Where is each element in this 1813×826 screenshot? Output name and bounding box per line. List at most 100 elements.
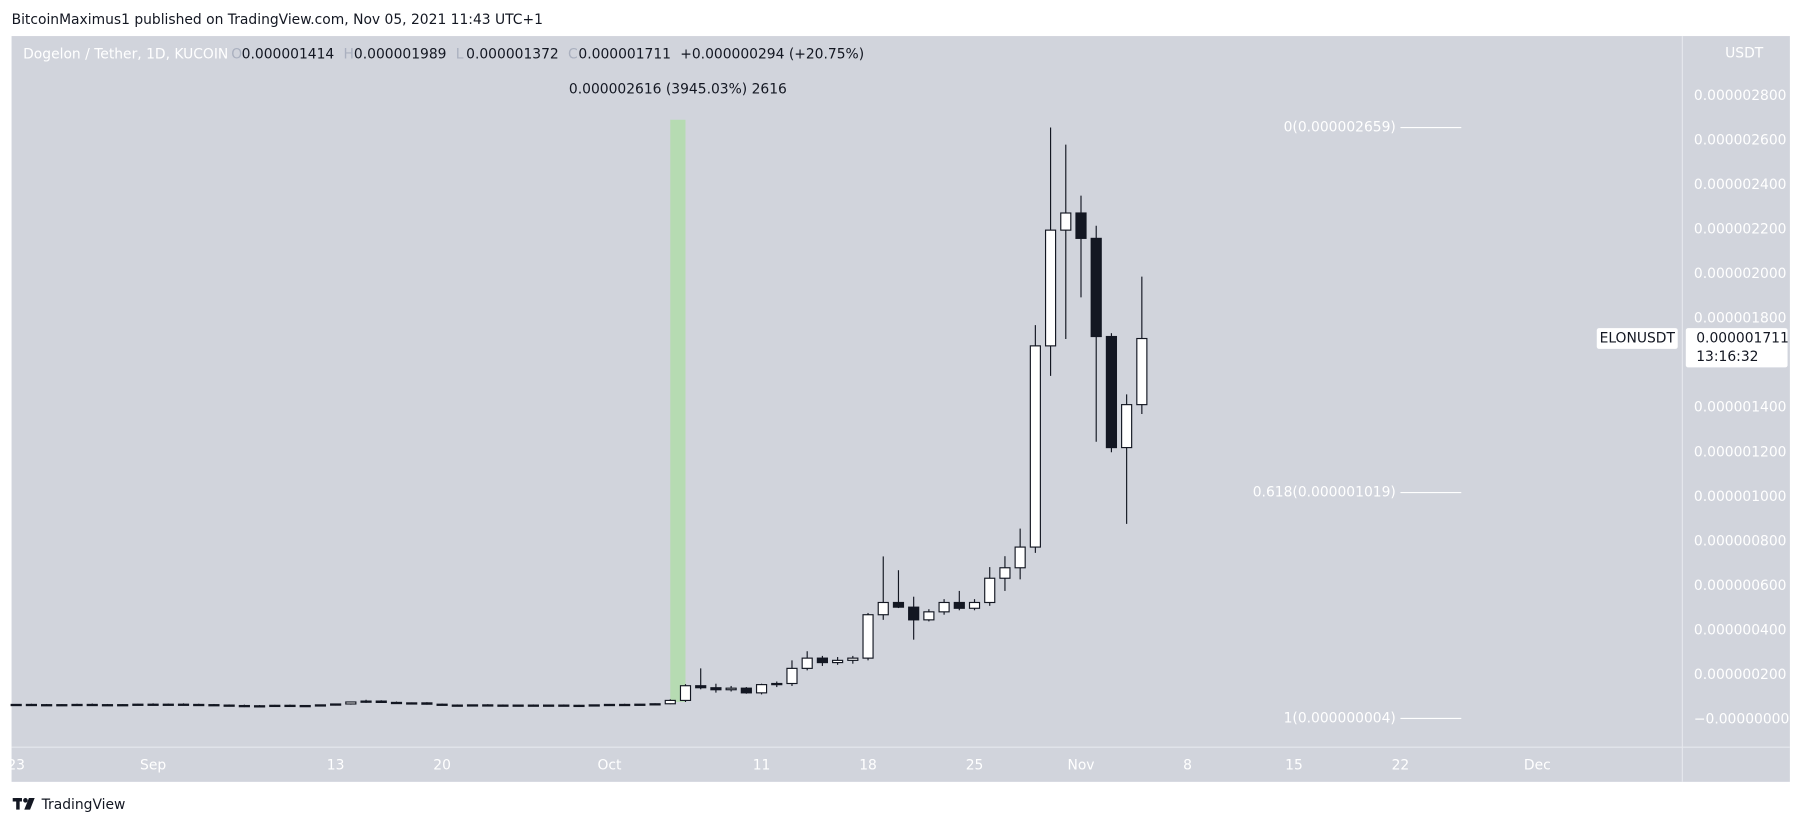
candle-body: [725, 687, 737, 691]
candle-body: [86, 703, 98, 707]
candle-body: [801, 657, 813, 669]
candle-body: [101, 704, 114, 707]
price-box: [1685, 328, 1788, 368]
y-tick-label: 0.000000400: [1694, 622, 1787, 638]
candle-body: [862, 614, 874, 659]
publisher: BitcoinMaximus1 published on TradingView…: [12, 12, 543, 28]
x-tick-label: Dec: [1524, 758, 1551, 774]
candle-body: [238, 704, 250, 708]
candle-body: [1121, 404, 1133, 449]
x-tick-label: 8: [1183, 758, 1192, 774]
candle-body: [117, 704, 129, 707]
x-tick-label: 25: [966, 758, 984, 774]
candle-body: [177, 703, 190, 706]
candle-body: [710, 687, 722, 691]
candle-body: [877, 601, 889, 616]
candle-body: [938, 601, 950, 613]
candle-body: [466, 704, 479, 707]
candle-body: [832, 659, 844, 664]
ohlc-key: H: [344, 47, 354, 63]
candle-body: [10, 703, 22, 707]
measure-range: [670, 119, 686, 702]
x-tick-label: 18: [859, 758, 877, 774]
x-tick-label: 11: [753, 758, 771, 774]
candle-body: [1014, 546, 1026, 569]
candle-body: [41, 704, 53, 707]
y-tick-label: 0.000002400: [1694, 177, 1787, 193]
candle-body: [1029, 345, 1041, 548]
candle-body: [603, 703, 616, 707]
candle-body: [360, 700, 372, 703]
candle-body: [847, 657, 859, 661]
chart-background: [11, 36, 1790, 782]
y-tick-label: 0.000000800: [1694, 533, 1787, 549]
measure-label: 0.000002616 (3945.03%) 2616: [569, 82, 787, 98]
ohlc-value: 0.000001414: [242, 47, 335, 63]
candle-body: [573, 704, 585, 708]
x-tick-label: Sep: [140, 758, 166, 774]
ohlc-key: L: [456, 47, 464, 63]
fib-label: 1(0.000000004): [1284, 710, 1396, 726]
x-tick-label: Nov: [1067, 758, 1094, 774]
candle-body: [695, 685, 707, 689]
candle-body: [497, 704, 509, 707]
ohlc-value: 0.000001711: [578, 47, 671, 63]
candle-body: [588, 704, 600, 707]
ohlc-value: 0.000001989: [354, 47, 447, 63]
candle-body: [56, 704, 68, 707]
candle-body: [269, 704, 281, 708]
x-tick-label: 13: [327, 758, 345, 774]
candle-body: [1090, 237, 1102, 338]
x-tick-label: 23: [7, 758, 25, 774]
y-tick-label: 0.000001200: [1694, 444, 1787, 460]
y-tick-label: 0.000002200: [1694, 222, 1787, 238]
candle-body: [71, 703, 83, 707]
candle-body: [892, 601, 905, 608]
candle-body: [755, 684, 768, 694]
candle-body: [390, 701, 403, 705]
candle-body: [132, 703, 144, 706]
candle-body: [923, 611, 935, 621]
candle-body: [451, 704, 463, 707]
candle-body: [208, 704, 220, 707]
candle-body: [25, 703, 37, 707]
x-tick-label: 20: [433, 758, 451, 774]
candle-body: [634, 703, 646, 706]
candle-body: [345, 701, 357, 705]
fib-label: 0(0.000002659): [1284, 120, 1396, 136]
x-tick-label: Oct: [597, 758, 622, 774]
candle-body: [558, 704, 570, 707]
symbol-label: ELONUSDT: [1600, 331, 1676, 347]
brand-logo: [12, 798, 35, 810]
candle-body: [375, 700, 387, 703]
y-tick-label: 0.000001000: [1694, 489, 1787, 505]
y-tick-label: 0.000001400: [1694, 400, 1787, 416]
candle-body: [330, 703, 342, 706]
ohlc-value: 0.000001372: [466, 47, 559, 63]
candle-body: [406, 702, 418, 705]
change: +0.000000294 (+20.75%): [680, 47, 864, 63]
candle-body: [984, 577, 996, 604]
symbol-title: Dogelon / Tether, 1D, KUCOIN: [23, 47, 228, 63]
y-tick-label: 0.000002000: [1694, 266, 1787, 282]
countdown: 13:16:32: [1696, 349, 1758, 365]
candle-body: [512, 704, 524, 707]
candle-body: [679, 685, 692, 701]
ohlc-key: C: [568, 47, 578, 63]
candle-body: [436, 703, 448, 706]
candle-body: [664, 699, 676, 705]
candle-body: [299, 704, 311, 708]
candle-body: [953, 601, 965, 609]
ohlc-key: O: [231, 47, 242, 63]
candle-body: [542, 704, 555, 707]
candle-body: [253, 705, 266, 708]
candle-body: [284, 704, 296, 708]
candle-body: [147, 703, 159, 706]
y-tick-label: 0.000001800: [1694, 311, 1787, 327]
last-price: 0.000001711: [1696, 331, 1789, 347]
candle-body: [527, 704, 539, 707]
candle-body: [968, 601, 981, 609]
symbol-box: [1596, 328, 1678, 349]
